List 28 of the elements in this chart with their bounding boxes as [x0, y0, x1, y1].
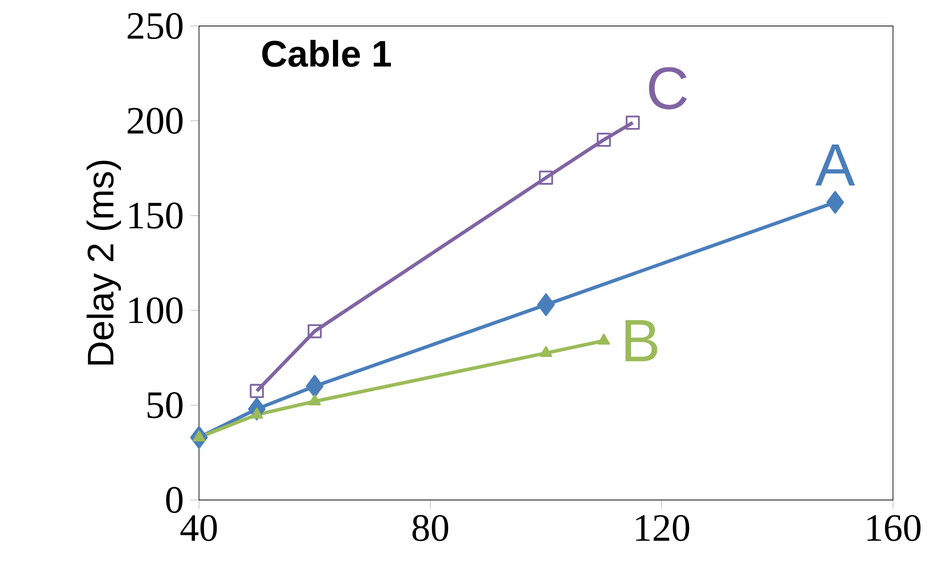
y-tick-label: 100	[129, 297, 183, 324]
point	[598, 334, 610, 345]
x-tick-label: 120	[636, 514, 690, 542]
chart-title: Cable 1	[262, 40, 391, 67]
point	[250, 384, 264, 398]
point	[538, 170, 554, 185]
point	[596, 132, 611, 147]
x-tick-label: 160	[867, 514, 921, 542]
point	[308, 394, 321, 406]
point	[308, 324, 322, 338]
point	[192, 430, 206, 442]
point	[540, 346, 552, 357]
point	[826, 190, 844, 214]
y-tick-label: 0	[166, 486, 183, 514]
point	[626, 116, 640, 130]
y-tick-label: 200	[128, 108, 183, 134]
y-tick-label: 250	[128, 12, 183, 40]
y-axis-title: Delay 2 (ms)	[86, 160, 121, 365]
point	[537, 293, 555, 316]
point	[306, 374, 324, 398]
point	[250, 408, 264, 419]
series-label: B	[625, 320, 658, 362]
x-tick-label: 40	[180, 514, 217, 542]
y-tick-label: 50	[148, 392, 183, 418]
series-label: A	[815, 144, 855, 186]
x-tick-label: 80	[412, 514, 448, 542]
series-label: C	[649, 67, 687, 110]
y-tick-label: 150	[129, 202, 183, 229]
